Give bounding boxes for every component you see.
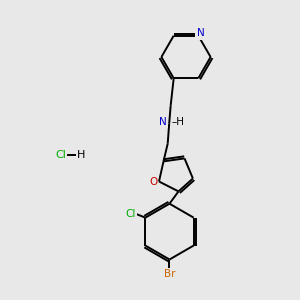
Text: H: H — [77, 149, 85, 160]
Text: Br: Br — [164, 269, 175, 279]
Text: N: N — [197, 28, 205, 38]
Text: Cl: Cl — [125, 209, 136, 219]
Text: –H: –H — [172, 117, 184, 127]
Text: N: N — [159, 117, 167, 127]
Text: Cl: Cl — [56, 149, 66, 160]
Text: O: O — [149, 177, 157, 187]
